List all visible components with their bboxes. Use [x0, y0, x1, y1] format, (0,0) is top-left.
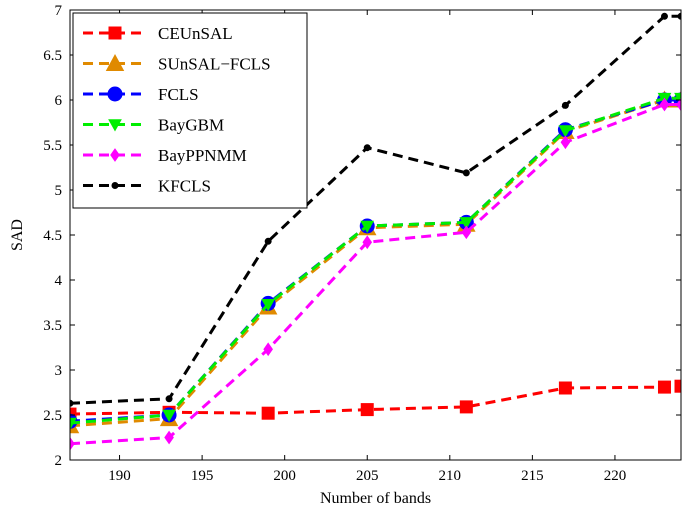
- series-0: [70, 379, 681, 421]
- data-point: [261, 406, 275, 420]
- legend-marker: [107, 86, 123, 102]
- legend-label: KFCLS: [158, 177, 211, 196]
- legend: CEUnSAL SUnSAL−FCLS FCLS BayGBM BayPPNMM KFCL…: [72, 12, 308, 209]
- series-line: [70, 96, 681, 425]
- legend-marker: [110, 148, 120, 162]
- data-point: [70, 436, 75, 451]
- series-line: [70, 14, 681, 405]
- data-point: [674, 92, 681, 106]
- data-point: [363, 144, 371, 152]
- x-tick-label: 195: [191, 468, 214, 484]
- legend-marker: [108, 119, 122, 132]
- data-point: [676, 97, 681, 112]
- data-point: [165, 395, 173, 403]
- legend-entry: SUnSAL−FCLS: [83, 54, 271, 74]
- series-line: [70, 103, 681, 446]
- data-point: [659, 97, 670, 112]
- x-axis-label: Number of bands: [320, 490, 431, 507]
- series-line: [70, 384, 681, 416]
- legend-marker: [105, 54, 125, 71]
- data-point: [360, 403, 374, 417]
- data-point: [162, 409, 176, 423]
- data-point: [558, 125, 573, 138]
- series-layer: [70, 12, 681, 451]
- data-point: [677, 12, 681, 20]
- legend-label: CEUnSAL: [158, 24, 233, 43]
- data-point: [362, 235, 373, 250]
- data-point: [261, 299, 276, 312]
- data-point: [560, 135, 571, 150]
- x-tick-label: 190: [108, 468, 131, 484]
- series-3: [70, 92, 681, 431]
- data-point: [70, 407, 77, 421]
- y-tick-label: 3: [55, 363, 63, 379]
- series-4: [70, 97, 681, 451]
- y-tick-label: 4: [55, 273, 63, 289]
- legend-entry: BayGBM: [83, 116, 224, 135]
- legend-marker: [111, 182, 119, 189]
- data-point: [70, 417, 77, 431]
- legend-entry: BayPPNMM: [83, 146, 247, 165]
- y-tick-label: 6.5: [43, 48, 62, 64]
- y-axis-label: SAD: [9, 219, 26, 251]
- y-tick-label: 4.5: [43, 228, 62, 244]
- data-point: [360, 220, 375, 234]
- data-point: [264, 237, 272, 245]
- x-tick-label: 200: [273, 468, 296, 484]
- y-axis: 2 2.5 3 3.5 4 4.5 5 5.5 6 6.5 7: [43, 3, 681, 469]
- y-tick-label: 7: [55, 3, 63, 19]
- legend-label: FCLS: [158, 85, 199, 104]
- y-tick-label: 5.5: [43, 138, 62, 154]
- data-point: [558, 381, 572, 395]
- legend-entry: FCLS: [83, 85, 199, 104]
- y-tick-label: 2.5: [43, 408, 62, 424]
- y-tick-label: 3.5: [43, 318, 62, 334]
- data-point: [164, 430, 174, 445]
- data-point: [660, 12, 668, 20]
- data-point: [462, 169, 470, 177]
- data-point: [657, 380, 671, 394]
- legend-marker: [108, 26, 122, 40]
- y-tick-label: 6: [55, 93, 63, 109]
- data-point: [70, 399, 74, 407]
- x-tick-label: 205: [356, 468, 379, 484]
- data-point: [263, 342, 273, 357]
- data-point: [674, 379, 681, 393]
- data-point: [461, 225, 472, 240]
- legend-box: [72, 12, 308, 209]
- x-tick-label: 215: [521, 468, 544, 484]
- data-point: [459, 217, 474, 230]
- y-tick-label: 2: [55, 453, 63, 469]
- legend-entry: KFCLS: [83, 177, 211, 196]
- x-tick-label: 210: [439, 468, 462, 484]
- legend-entry: CEUnSAL: [83, 24, 233, 43]
- x-tick-label: 220: [604, 468, 627, 484]
- legend-label: BayGBM: [158, 116, 224, 135]
- legend-label: SUnSAL−FCLS: [158, 55, 271, 74]
- series-5: [70, 12, 681, 407]
- data-point: [561, 101, 569, 109]
- legend-label: BayPPNMM: [158, 146, 247, 165]
- data-point: [459, 400, 473, 414]
- y-tick-label: 5: [55, 183, 63, 199]
